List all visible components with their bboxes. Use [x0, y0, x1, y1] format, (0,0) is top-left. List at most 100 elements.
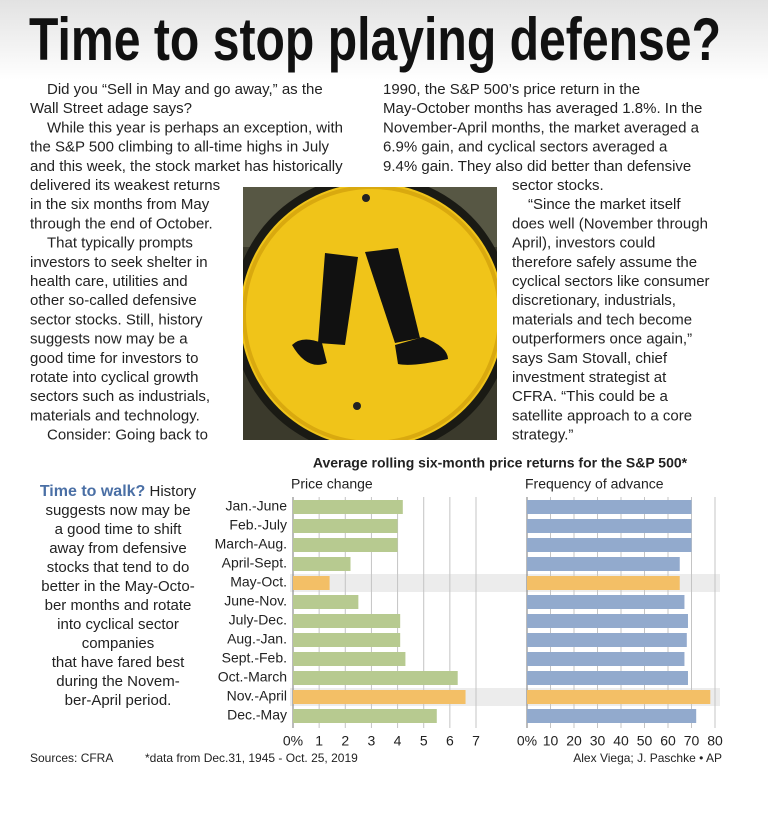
bar — [527, 690, 711, 704]
sidebar-text: that have fared best — [52, 654, 185, 671]
bar — [293, 557, 351, 571]
bar — [293, 519, 398, 533]
x-tick-label: 1 — [315, 733, 323, 749]
sidebar-text: during the Novem- — [56, 673, 179, 690]
article-line: in the six months from May — [30, 196, 210, 213]
article-line: the S&P 500 climbing to all-time highs i… — [30, 139, 330, 156]
x-tick-label: 5 — [420, 733, 428, 749]
article-line: sectors such as industrials, — [30, 388, 210, 405]
article-line: 6.9% gain, and cyclical sectors averaged… — [383, 139, 668, 156]
credit: Alex Viega; J. Paschke • AP — [573, 751, 722, 765]
x-tick-label: 0% — [517, 733, 537, 749]
article-line: delivered its weakest returns — [30, 177, 220, 194]
x-tick-label: 40 — [613, 733, 629, 749]
x-tick-label: 20 — [566, 733, 582, 749]
sidebar-text: companies — [82, 635, 155, 652]
sidebar-text: History — [150, 483, 197, 500]
sidebar-text: ber-April period. — [65, 692, 172, 709]
sidebar-first-line: Time to walk? History — [40, 483, 197, 500]
bar — [527, 519, 692, 533]
article-line: good time for investors to — [30, 350, 198, 367]
sidebar-text: suggests now may be — [45, 502, 190, 519]
category-label: March-Aug. — [215, 536, 287, 552]
sidebar-text: a good time to shift — [55, 521, 183, 538]
category-label: Jan.-June — [226, 498, 288, 514]
bar — [293, 709, 437, 723]
article-line: outperformers once again,” — [512, 331, 692, 348]
bar — [527, 576, 680, 590]
bar — [527, 652, 685, 666]
x-tick-label: 50 — [637, 733, 653, 749]
x-tick-label: 4 — [394, 733, 402, 749]
article-line: cyclical sectors like consumer — [512, 273, 710, 290]
bar — [527, 595, 685, 609]
article-line: November-April months, the market averag… — [383, 119, 700, 136]
x-tick-label: 0% — [283, 733, 303, 749]
x-tick-label: 3 — [368, 733, 376, 749]
article-line: sector stocks. Still, history — [30, 311, 203, 328]
article-line: While this year is perhaps an exception,… — [47, 119, 343, 136]
article-line: 1990, the S&P 500’s price return in the — [383, 81, 640, 98]
x-tick-label: 6 — [446, 733, 454, 749]
bar — [527, 709, 697, 723]
bar — [293, 652, 406, 666]
bar — [293, 595, 359, 609]
article-line: satellite approach to a core — [512, 407, 692, 424]
article-line: strategy.” — [512, 427, 573, 444]
bar — [293, 538, 398, 552]
bar — [527, 633, 687, 647]
article-line: does well (November through — [512, 215, 708, 232]
bar — [293, 633, 401, 647]
category-label: July-Dec. — [229, 612, 287, 628]
article-line: investors to seek shelter in — [30, 254, 208, 271]
x-tick-label: 80 — [707, 733, 723, 749]
article-line: Consider: Going back to — [47, 427, 208, 444]
bar — [527, 557, 680, 571]
chart-subtitle: Price change — [291, 476, 373, 492]
sidebar-text: ber months and rotate — [45, 597, 192, 614]
article-line: other so-called defensive — [30, 292, 197, 309]
category-label: Dec.-May — [227, 707, 287, 723]
article-line: 9.4% gain. They also did better than def… — [383, 158, 691, 175]
article-line: suggests now may be a — [30, 331, 188, 348]
sidebar-text: better in the May-Octo- — [41, 578, 194, 595]
bar — [293, 576, 330, 590]
bar — [293, 671, 458, 685]
sidebar-text: stocks that tend to do — [47, 559, 190, 576]
bar — [527, 500, 692, 514]
bar — [527, 538, 692, 552]
sidebar-text: into cyclical sector — [57, 616, 179, 633]
chart-subtitle: Frequency of advance — [525, 476, 664, 492]
x-tick-label: 70 — [684, 733, 700, 749]
chart-title: Average rolling six-month price returns … — [313, 455, 688, 471]
x-tick-label: 7 — [472, 733, 480, 749]
category-label: June-Nov. — [224, 593, 287, 609]
category-label: Nov.-April — [227, 688, 287, 704]
x-tick-label: 10 — [543, 733, 559, 749]
category-label: Aug.-Jan. — [227, 631, 287, 647]
category-label: Feb.-July — [229, 517, 287, 533]
sidebar-text: away from defensive — [49, 540, 187, 557]
x-tick-label: 60 — [660, 733, 676, 749]
article-line: April), investors could — [512, 235, 655, 252]
article-line: Did you “Sell in May and go away,” as th… — [47, 81, 323, 98]
article-line: That typically prompts — [47, 235, 193, 252]
bar — [527, 614, 688, 628]
footnote: *data from Dec.31, 1945 - Oct. 25, 2019 — [145, 751, 358, 765]
category-label: April-Sept. — [222, 555, 287, 571]
headline: Time to stop playing defense? — [29, 6, 721, 73]
article-line: materials and technology. — [30, 407, 200, 424]
x-tick-label: 2 — [341, 733, 349, 749]
bar — [293, 614, 401, 628]
article-line: “Since the market itself — [528, 196, 681, 213]
bar — [293, 500, 403, 514]
bar — [527, 671, 688, 685]
article-line: says Sam Stovall, chief — [512, 350, 668, 367]
category-label: Oct.-March — [218, 669, 287, 685]
category-label: May-Oct. — [230, 574, 287, 590]
article-line: through the end of October. — [30, 215, 213, 232]
article-line: and this week, the stock market has hist… — [30, 158, 343, 175]
bar — [293, 690, 466, 704]
article-line: therefore safely assume the — [512, 254, 697, 271]
